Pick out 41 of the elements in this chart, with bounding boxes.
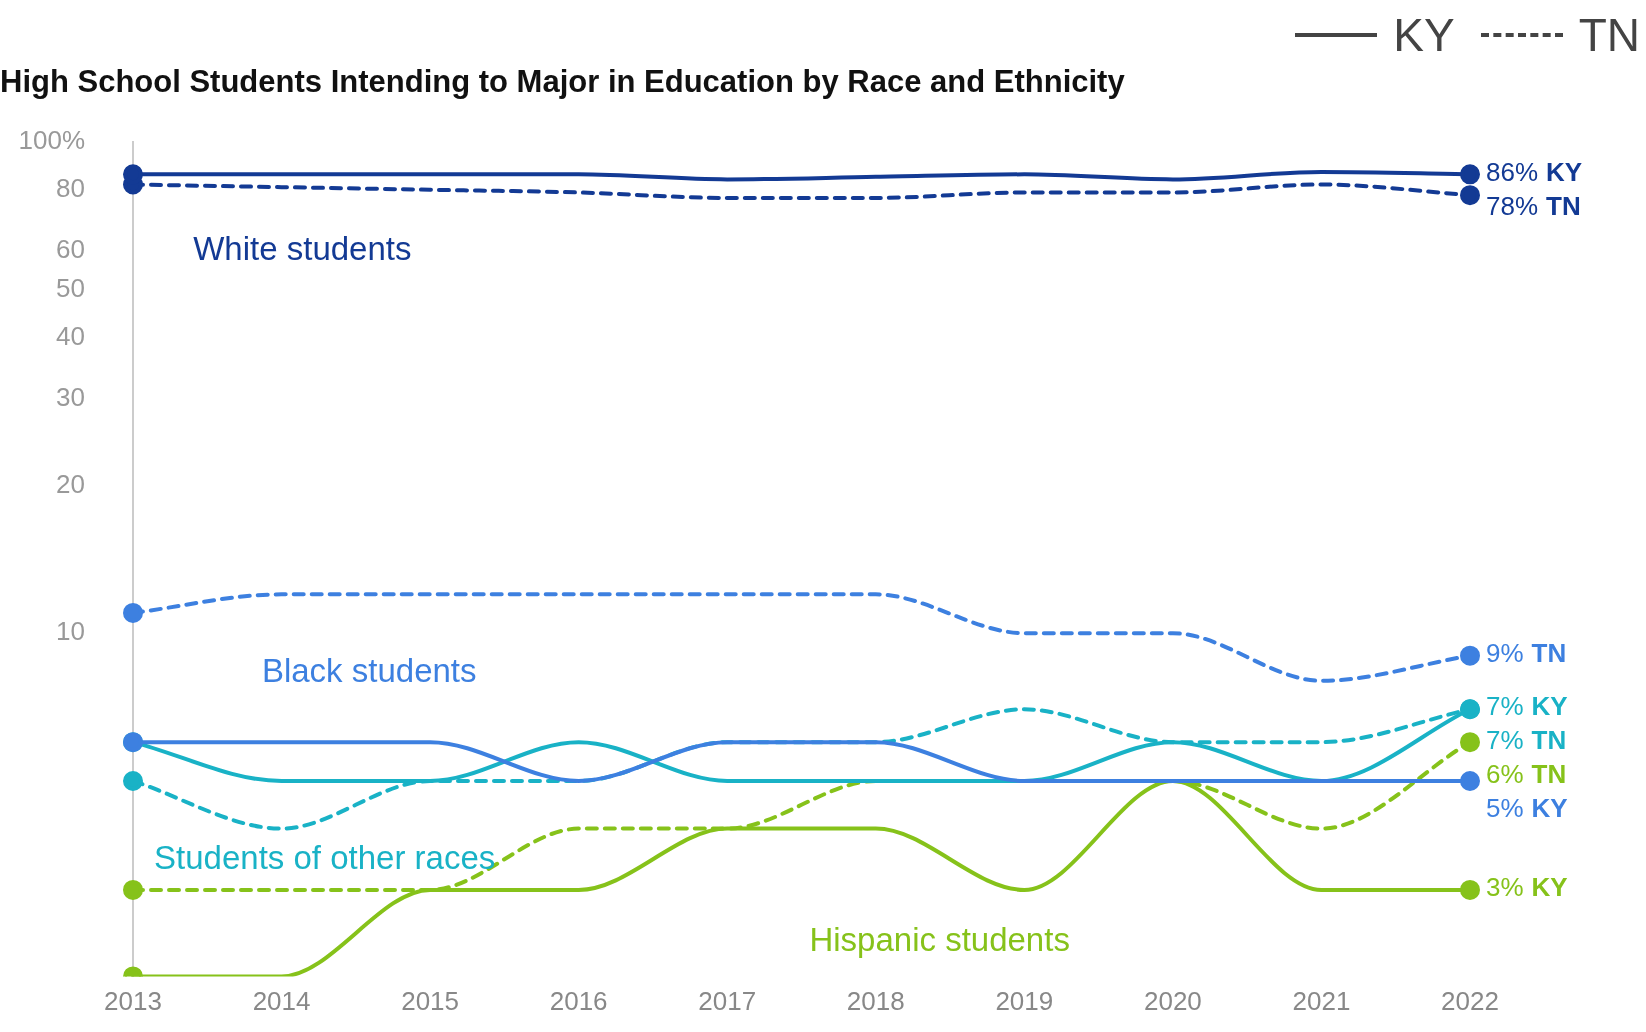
chart-title: High School Students Intending to Major in Education by Race and Ethnicity	[0, 64, 1126, 100]
text: KY	[1546, 156, 1583, 187]
x-tick-label: 2014	[252, 986, 311, 1017]
data-label: 9%	[1486, 637, 1524, 668]
data-label: 7%	[1486, 725, 1524, 756]
y-tick-label: 20	[56, 468, 85, 499]
x-tick-label: 2015	[401, 986, 460, 1017]
x-tick-label: 2020	[1143, 986, 1202, 1017]
data-label: 6%	[1486, 759, 1524, 790]
y-tick-label: 10	[56, 616, 85, 647]
text: KY	[1393, 9, 1455, 61]
x-tick-label: 2016	[549, 986, 608, 1017]
y-tick-label: 60	[56, 234, 85, 265]
text: KY	[1531, 691, 1568, 722]
text: TN	[1531, 725, 1567, 756]
text: TN	[1546, 190, 1581, 221]
y-tick-label: 30	[56, 382, 85, 413]
x-tick-label: 2019	[995, 986, 1054, 1017]
data-label: 86%	[1486, 156, 1539, 187]
annotation: Hispanic students	[809, 921, 1070, 959]
annotation: Black students	[261, 652, 477, 690]
text: TN	[1531, 759, 1567, 790]
y-tick-label: 50	[56, 273, 85, 304]
data-label: 3%	[1486, 872, 1524, 903]
text: KY	[1531, 872, 1568, 903]
y-tick-label: 40	[56, 320, 85, 351]
annotation: Students of other races	[154, 839, 496, 877]
text: TN	[1578, 9, 1640, 61]
data-label: 5%	[1486, 793, 1524, 824]
text: KY	[1531, 793, 1568, 824]
x-tick-label: 2018	[846, 986, 905, 1017]
data-label: 78%	[1486, 190, 1539, 221]
x-tick-label: 2021	[1292, 986, 1351, 1017]
y-tick-label: 80	[56, 172, 85, 203]
x-tick-label: 2017	[698, 986, 757, 1017]
x-tick-label: 2022	[1441, 986, 1499, 1017]
x-tick-label: 2013	[104, 986, 162, 1017]
annotation: White students	[193, 230, 412, 268]
y-tick-label: 100%	[18, 125, 85, 156]
data-label: 7%	[1486, 691, 1524, 722]
text: TN	[1531, 637, 1567, 668]
